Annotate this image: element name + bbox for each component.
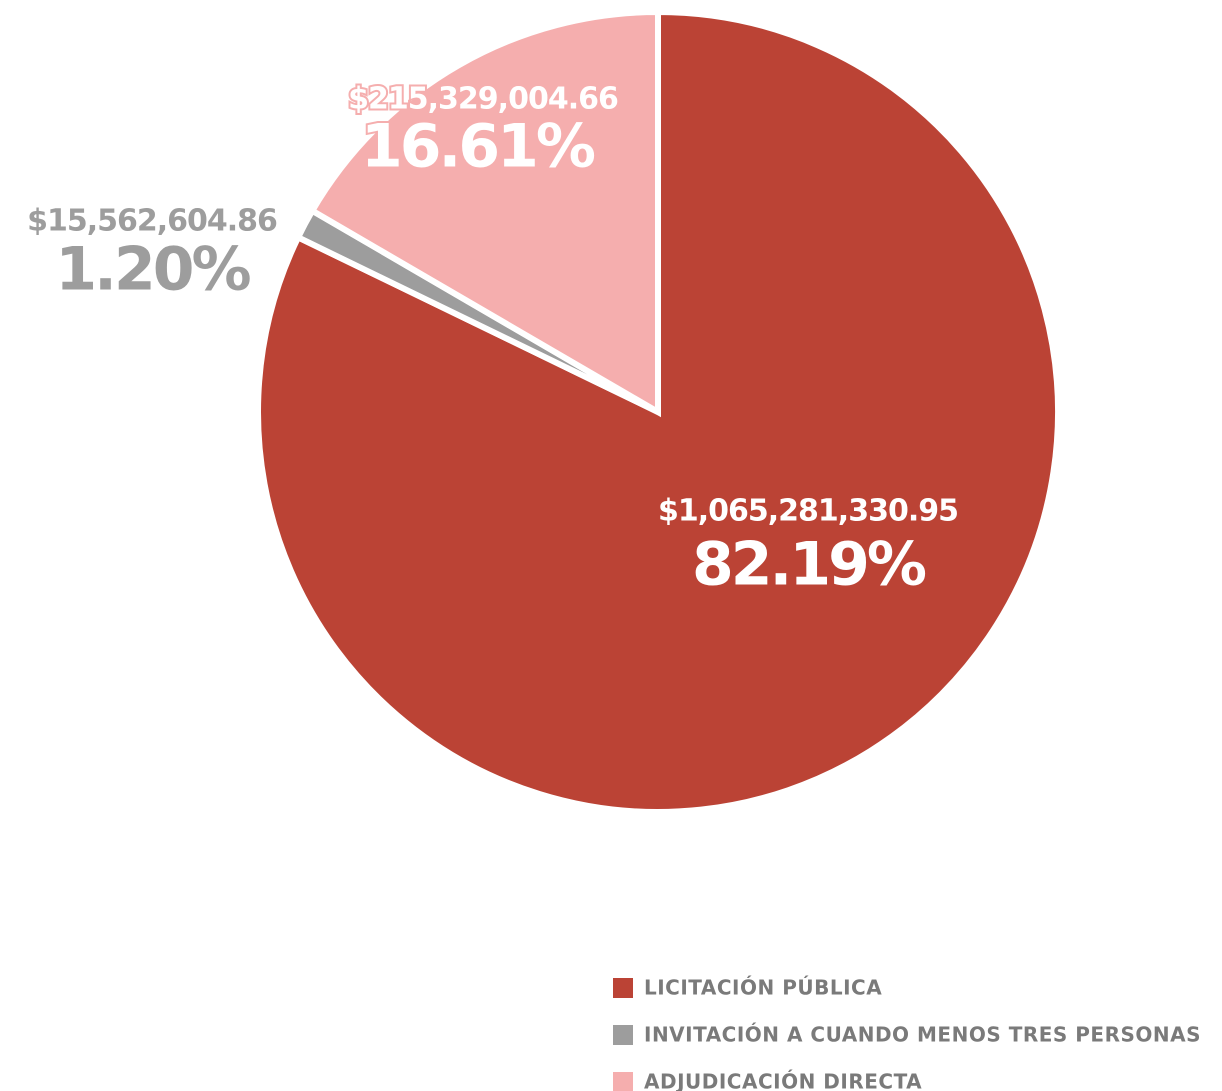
legend-swatch (613, 1025, 633, 1045)
value-label: 82.19% (692, 530, 926, 600)
legend-label: INVITACIÓN A CUANDO MENOS TRES PERSONAS (644, 1023, 1201, 1047)
value-label: 16.61% (361, 112, 595, 182)
pie-slice (308, 8, 661, 418)
amount-label: $1,065,281,330.95 (658, 494, 958, 529)
amount-label: $15,562,604.86 (27, 204, 277, 239)
amount-label: $215,329,004.66 (348, 82, 618, 117)
pie-slice (255, 8, 1061, 815)
legend-swatch (613, 1072, 633, 1091)
legend-label: LICITACIÓN PÚBLICA (644, 976, 882, 1000)
legend-swatch (613, 978, 633, 998)
legend-label: ADJUDICACIÓN DIRECTA (644, 1070, 922, 1091)
value-label: 1.20% (55, 235, 250, 305)
